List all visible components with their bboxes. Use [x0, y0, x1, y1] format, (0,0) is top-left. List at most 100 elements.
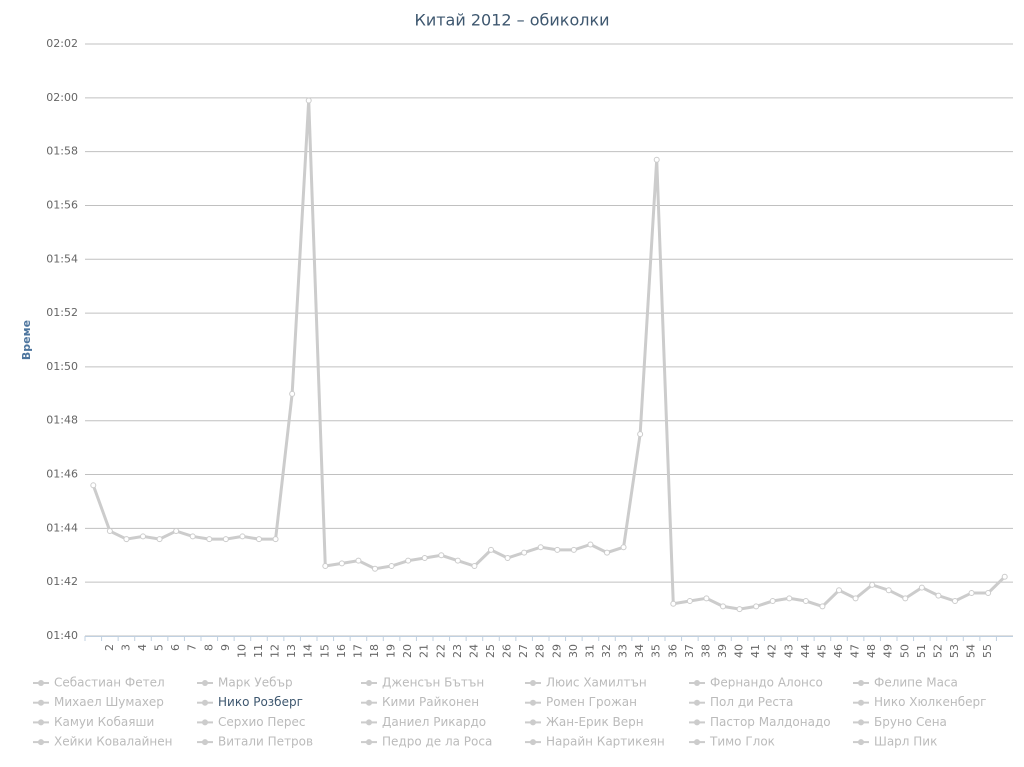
y-tick-label: 02:00 — [46, 91, 78, 104]
point — [454, 557, 461, 564]
y-tick-label: 01:40 — [46, 629, 78, 642]
legend-marker — [202, 739, 208, 746]
x-tick-label: 44 — [799, 644, 812, 658]
legend-marker — [202, 719, 208, 726]
point — [620, 544, 627, 551]
legend-item[interactable]: Бруно Сена — [874, 715, 947, 729]
point — [106, 528, 113, 535]
point — [1001, 573, 1008, 580]
point — [686, 598, 693, 605]
legend-item[interactable]: Кими Райконен — [382, 695, 479, 709]
legend-item[interactable]: Марк Уебър — [218, 676, 293, 690]
x-tick-label: 16 — [335, 644, 348, 658]
x-tick-label: 12 — [269, 644, 282, 658]
x-tick-label: 27 — [517, 644, 530, 658]
point — [521, 549, 528, 556]
legend-item[interactable]: Люис Хамилтън — [546, 676, 647, 690]
x-tick-label: 36 — [666, 644, 679, 658]
point — [471, 563, 478, 570]
x-tick-label: 20 — [401, 644, 414, 658]
y-tick-label: 01:54 — [46, 252, 78, 265]
point — [537, 544, 544, 551]
x-tick-label: 25 — [484, 644, 497, 658]
x-tick-label: 55 — [981, 644, 994, 658]
x-tick-label: 51 — [915, 644, 928, 658]
legend-item[interactable]: Пастор Малдонадо — [710, 715, 831, 729]
point — [222, 536, 229, 543]
legend-item[interactable]: Фернандо Алонсо — [710, 676, 823, 690]
legend-item[interactable]: Нико Хюлкенберг — [874, 695, 986, 709]
y-tick-label: 01:52 — [46, 306, 78, 319]
point — [902, 595, 909, 602]
x-tick-label: 35 — [650, 644, 663, 658]
point — [769, 598, 776, 605]
legend-item[interactable]: Камуи Кобаяши — [54, 715, 154, 729]
legend-marker — [530, 739, 536, 746]
legend-item[interactable]: Тимо Глок — [709, 735, 775, 749]
point — [289, 390, 296, 397]
x-tick-label: 40 — [733, 644, 746, 658]
point — [819, 603, 826, 610]
point — [736, 606, 743, 613]
x-tick-label: 43 — [782, 644, 795, 658]
legend-item[interactable]: Себастиан Фетел — [54, 676, 165, 690]
legend-item[interactable]: Жан-Ерик Верн — [546, 715, 644, 729]
point — [421, 554, 428, 561]
point — [918, 584, 925, 591]
point — [140, 533, 146, 540]
x-tick-label: 30 — [567, 644, 580, 658]
legend-item[interactable]: Фелипе Маса — [874, 676, 958, 690]
legend-marker — [38, 680, 44, 686]
point — [653, 156, 660, 163]
legend-item[interactable]: Ромен Грожан — [546, 695, 637, 709]
x-tick-label: 46 — [832, 644, 845, 658]
point — [405, 557, 412, 564]
y-tick-label: 01:58 — [46, 145, 78, 158]
legend-item[interactable]: Шарл Пик — [874, 735, 937, 749]
x-tick-label: 41 — [749, 644, 762, 658]
x-tick-label: 18 — [368, 644, 381, 658]
series-line — [91, 100, 1006, 611]
legend-item[interactable]: Серхио Перес — [218, 715, 305, 729]
legend-marker — [858, 680, 864, 686]
x-tick-label: 8 — [202, 644, 215, 651]
x-tick-label: 38 — [699, 644, 712, 658]
x-tick-label: 17 — [351, 644, 364, 658]
x-tick-label: 37 — [683, 644, 696, 658]
x-tick-label: 32 — [600, 644, 613, 658]
x-tick-label: 2 — [103, 644, 116, 651]
legend-marker — [858, 699, 864, 706]
x-tick-label: 34 — [633, 644, 646, 658]
point — [239, 533, 246, 540]
x-tick-label: 54 — [965, 644, 978, 658]
legend-marker — [530, 699, 536, 706]
legend-item[interactable]: Педро де ла Роса — [382, 735, 492, 749]
y-tick-label: 01:44 — [46, 521, 78, 534]
x-tick-label: 7 — [186, 644, 199, 651]
point — [338, 560, 345, 567]
legend-item[interactable]: Михаел Шумахер — [54, 695, 164, 709]
legend-item[interactable]: Пол ди Реста — [710, 695, 793, 709]
point — [438, 552, 445, 559]
point — [637, 431, 644, 438]
legend-marker — [694, 680, 700, 686]
legend-marker — [38, 719, 44, 726]
x-tick-label: 31 — [583, 644, 596, 658]
point — [488, 546, 494, 553]
point — [604, 549, 610, 556]
point — [156, 536, 163, 543]
legend-item[interactable]: Нарайн Картикеян — [546, 735, 665, 749]
legend-item[interactable]: Даниел Рикардо — [382, 715, 486, 729]
point — [670, 600, 677, 607]
legend-marker — [202, 680, 208, 686]
legend-item[interactable]: Хейки Ковалайнен — [54, 735, 172, 749]
y-tick-label: 01:56 — [46, 198, 78, 211]
legend-marker — [366, 680, 372, 686]
x-tick-label: 50 — [898, 644, 911, 658]
legend-marker — [38, 739, 44, 746]
legend-item[interactable]: Нико Розберг — [218, 695, 303, 709]
point — [322, 563, 329, 570]
legend-item[interactable]: Дженсън Бътън — [382, 676, 484, 690]
legend-item[interactable]: Витали Петров — [218, 735, 313, 749]
x-tick-label: 11 — [252, 644, 265, 658]
